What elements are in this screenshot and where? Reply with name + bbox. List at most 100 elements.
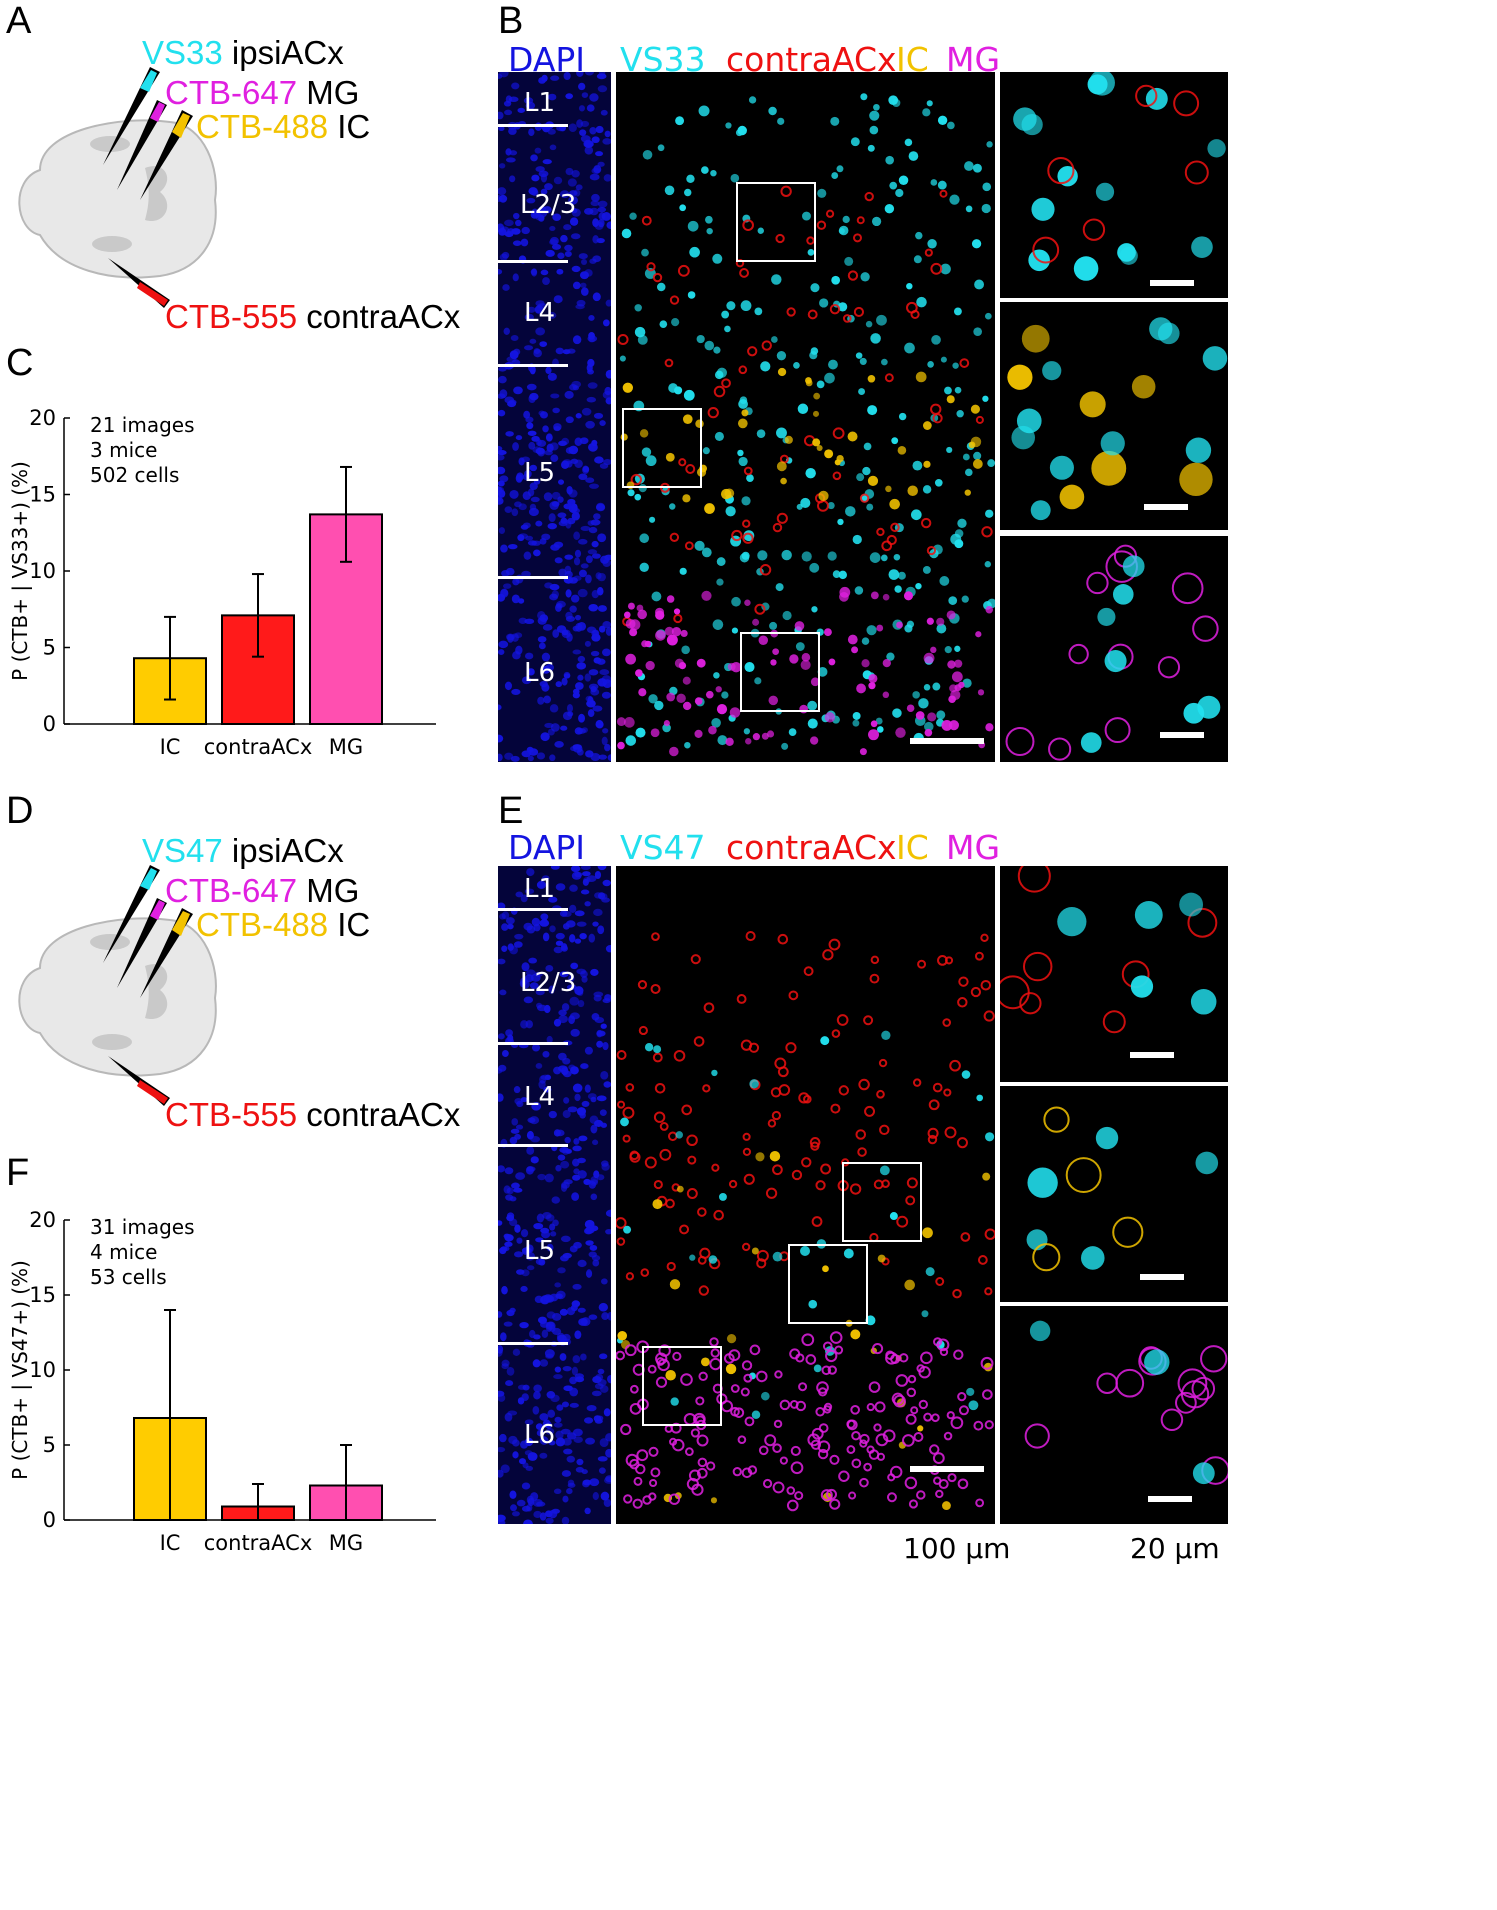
labeled-cell bbox=[780, 477, 787, 485]
labeled-cell bbox=[832, 570, 841, 578]
labeled-cell bbox=[634, 326, 646, 338]
labeled-cell bbox=[669, 503, 676, 510]
dapi-nucleus bbox=[543, 1004, 551, 1014]
labeled-cell bbox=[831, 172, 839, 179]
labeled-cell bbox=[885, 155, 894, 165]
labeled-cell bbox=[687, 1155, 697, 1165]
dapi-nucleus bbox=[554, 1282, 562, 1288]
labeled-cell bbox=[870, 955, 880, 965]
labeled-cell bbox=[780, 185, 792, 198]
labeled-cell bbox=[867, 475, 879, 486]
labeled-cell bbox=[667, 1131, 678, 1142]
dapi-nucleus bbox=[591, 193, 600, 202]
dapi-nucleus bbox=[597, 866, 607, 871]
dapi-nucleus bbox=[572, 744, 582, 750]
dapi-nucleus bbox=[602, 138, 611, 145]
labeled-cell bbox=[923, 652, 935, 664]
dapi-nucleus bbox=[521, 1393, 529, 1402]
labeled-cell bbox=[885, 1351, 899, 1365]
labeled-cell bbox=[1048, 737, 1072, 761]
labeled-cell bbox=[1031, 197, 1055, 221]
dapi-nucleus bbox=[562, 911, 572, 918]
dapi-nucleus bbox=[604, 994, 611, 1002]
labeled-cell bbox=[949, 194, 960, 205]
labeled-cell bbox=[635, 727, 646, 738]
dapi-nucleus bbox=[518, 617, 528, 624]
labeled-cell bbox=[817, 1448, 829, 1460]
labeled-cell bbox=[755, 1370, 768, 1383]
labeled-cell bbox=[789, 654, 799, 664]
dapi-nucleus bbox=[526, 925, 536, 934]
labeled-cell bbox=[908, 1499, 919, 1509]
labeled-cell bbox=[742, 532, 754, 544]
dapi-nucleus bbox=[556, 268, 564, 275]
labeled-cell bbox=[669, 1279, 681, 1290]
labeled-cell bbox=[864, 1105, 876, 1117]
labeled-cell bbox=[1185, 437, 1212, 463]
labeled-cell bbox=[860, 93, 868, 101]
labeled-cell bbox=[829, 303, 841, 315]
dapi-nucleus bbox=[563, 72, 571, 81]
scale-bar-20um bbox=[1160, 732, 1204, 738]
dapi-nucleus bbox=[598, 200, 608, 208]
labeled-cell bbox=[616, 1350, 626, 1361]
labeled-cell bbox=[980, 933, 989, 943]
labeled-cell bbox=[777, 117, 785, 125]
probe-label-mg: CTB-647 MG bbox=[165, 74, 359, 112]
dapi-nucleus bbox=[526, 1166, 536, 1172]
dapi-nucleus bbox=[565, 416, 574, 424]
dapi-nucleus bbox=[569, 884, 578, 892]
labeled-cell bbox=[805, 379, 813, 387]
labeled-cell bbox=[746, 474, 754, 482]
probe-label-vs: VS33 ipsiACx bbox=[142, 34, 344, 72]
dapi-nucleus bbox=[575, 304, 585, 310]
labeled-cell bbox=[929, 1444, 940, 1455]
labeled-cell bbox=[918, 1399, 929, 1410]
labeled-cell bbox=[625, 1083, 635, 1092]
dapi-nucleus bbox=[521, 456, 531, 463]
dapi-nucleus bbox=[542, 277, 550, 285]
dapi-nucleus bbox=[588, 669, 599, 676]
labeled-cell bbox=[707, 407, 719, 419]
dapi-nucleus bbox=[582, 465, 590, 475]
dapi-nucleus bbox=[561, 943, 568, 951]
labeled-cell bbox=[838, 227, 845, 235]
labeled-cell bbox=[850, 137, 860, 147]
dapi-nucleus bbox=[509, 175, 516, 183]
dapi-nucleus bbox=[590, 686, 597, 693]
dapi-nucleus bbox=[504, 1234, 514, 1242]
dapi-nucleus bbox=[535, 1237, 544, 1243]
labeled-cell bbox=[876, 726, 884, 733]
labeled-cell bbox=[889, 1465, 903, 1479]
labeled-cell bbox=[619, 355, 626, 362]
dapi-nucleus bbox=[515, 1172, 526, 1180]
dapi-nucleus bbox=[596, 721, 604, 729]
dapi-nucleus bbox=[545, 249, 555, 257]
dapi-nucleus bbox=[501, 1359, 510, 1367]
labeled-cell bbox=[725, 506, 736, 517]
dapi-nucleus bbox=[576, 119, 584, 128]
labeled-cell bbox=[689, 1254, 696, 1261]
labeled-cell bbox=[741, 551, 750, 560]
dapi-nucleus bbox=[581, 92, 589, 98]
brain-outline-icon bbox=[18, 917, 217, 1077]
dapi-nucleus bbox=[559, 1353, 567, 1361]
dapi-nucleus bbox=[530, 154, 538, 162]
labeled-cell bbox=[679, 1224, 690, 1235]
dapi-nucleus bbox=[602, 319, 610, 327]
labeled-cell bbox=[811, 606, 818, 613]
panel-letter-d: D bbox=[6, 790, 34, 832]
labeled-cell bbox=[870, 720, 878, 728]
dapi-nucleus bbox=[533, 1391, 541, 1400]
probe-mg-target: MG bbox=[306, 74, 360, 111]
probe-vs-name: VS47 bbox=[142, 832, 223, 869]
dapi-nucleus bbox=[550, 454, 559, 462]
labeled-cell bbox=[765, 1187, 778, 1199]
labeled-cell bbox=[702, 1084, 711, 1093]
dapi-nucleus bbox=[545, 1517, 554, 1524]
chart-annotation-line: 3 mice bbox=[90, 438, 157, 462]
labeled-cell bbox=[906, 301, 918, 314]
labeled-cell bbox=[644, 1043, 654, 1052]
labeled-cell bbox=[641, 215, 652, 226]
dapi-nucleus bbox=[574, 938, 582, 944]
